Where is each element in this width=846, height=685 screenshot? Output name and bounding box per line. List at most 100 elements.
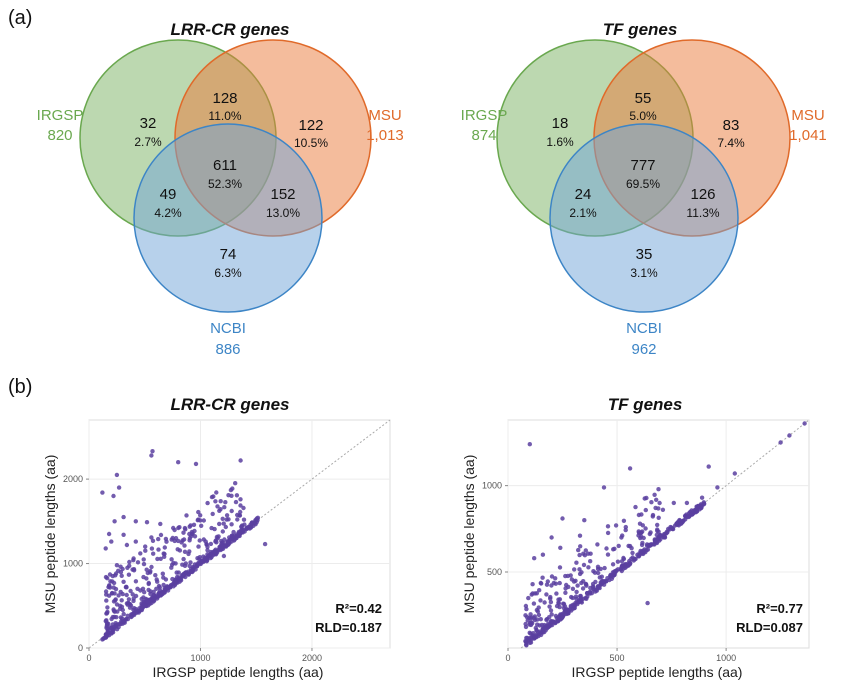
data-point <box>111 607 116 612</box>
data-point <box>531 601 537 606</box>
data-point <box>112 519 117 524</box>
data-point <box>537 623 542 628</box>
data-point <box>138 551 143 556</box>
data-point <box>577 552 582 558</box>
data-point <box>656 515 661 520</box>
data-point <box>534 632 539 637</box>
data-point <box>527 640 532 645</box>
data-point <box>536 605 541 610</box>
data-point <box>187 531 192 537</box>
data-point <box>158 532 164 538</box>
data-point <box>524 615 530 620</box>
data-point <box>689 511 694 517</box>
data-point <box>549 574 555 579</box>
data-point <box>205 500 210 506</box>
data-point <box>220 516 225 521</box>
set-name-msu: MSU <box>368 107 401 124</box>
venn-lrr-cr: LRR-CR genes IRGSP 820 MSU 1,013 NCBI 88… <box>37 20 404 358</box>
data-point <box>208 549 213 555</box>
set-total-irgsp: 820 <box>47 127 72 144</box>
data-point <box>130 592 135 597</box>
data-point <box>570 595 575 601</box>
data-point <box>632 556 637 562</box>
data-point <box>618 566 624 571</box>
data-point <box>571 579 577 584</box>
data-point <box>563 590 568 595</box>
region-pct: 11.3% <box>686 206 719 220</box>
data-point <box>524 606 529 612</box>
data-point <box>155 556 160 562</box>
data-point <box>613 523 619 528</box>
data-point <box>616 543 621 549</box>
data-point <box>563 608 568 613</box>
data-point <box>605 524 611 529</box>
region-count: 611 <box>213 157 237 174</box>
data-point <box>104 592 109 597</box>
data-point <box>802 421 807 426</box>
data-point <box>568 603 573 609</box>
data-point <box>547 615 552 620</box>
data-point <box>623 524 628 530</box>
data-point <box>532 556 537 561</box>
data-point <box>156 583 162 589</box>
data-point <box>106 531 112 537</box>
r2-label: R²=0.42 <box>335 601 382 616</box>
data-point <box>196 517 201 522</box>
data-point <box>640 523 645 528</box>
data-point <box>110 622 115 627</box>
data-point <box>116 593 121 598</box>
data-point <box>556 615 561 620</box>
points <box>523 421 807 648</box>
data-point <box>201 518 206 523</box>
data-point <box>596 584 601 589</box>
data-point <box>141 561 147 567</box>
data-point <box>135 586 140 591</box>
data-point <box>561 601 566 606</box>
data-point <box>605 530 611 536</box>
data-point <box>706 464 711 469</box>
data-point <box>122 618 127 623</box>
region-pct: 4.2% <box>154 206 182 220</box>
data-point <box>581 562 587 568</box>
data-point <box>214 490 219 495</box>
data-point <box>254 516 259 521</box>
data-point <box>598 566 603 572</box>
data-point <box>156 547 161 552</box>
data-point <box>187 524 192 529</box>
data-point <box>104 610 110 616</box>
data-point <box>523 621 528 627</box>
data-point <box>572 567 577 572</box>
data-point <box>546 621 551 626</box>
data-point <box>656 506 661 511</box>
data-point <box>686 514 691 520</box>
region-count: 35 <box>636 246 653 263</box>
data-point <box>195 556 200 561</box>
data-point <box>190 531 195 536</box>
data-point <box>113 597 118 602</box>
data-point <box>145 570 150 576</box>
data-point <box>111 580 117 586</box>
data-point <box>112 614 117 620</box>
data-point <box>237 513 243 518</box>
x-tick-label: 1000 <box>190 653 210 663</box>
data-point <box>238 503 243 508</box>
region-pct: 10.5% <box>294 136 328 150</box>
data-point <box>143 544 148 549</box>
data-point <box>574 589 579 595</box>
data-point <box>554 591 559 596</box>
data-point <box>604 546 609 551</box>
region-pct: 7.4% <box>717 136 745 150</box>
data-point <box>699 495 705 500</box>
data-point <box>554 603 560 609</box>
data-point <box>528 612 533 617</box>
data-point <box>576 599 582 605</box>
region-count: 152 <box>270 186 295 203</box>
data-point <box>621 518 627 523</box>
data-point <box>201 554 206 559</box>
data-point <box>548 594 553 600</box>
region-count: 122 <box>298 117 323 134</box>
data-point <box>649 500 654 505</box>
region-count: 126 <box>690 186 715 203</box>
data-point <box>586 565 591 570</box>
